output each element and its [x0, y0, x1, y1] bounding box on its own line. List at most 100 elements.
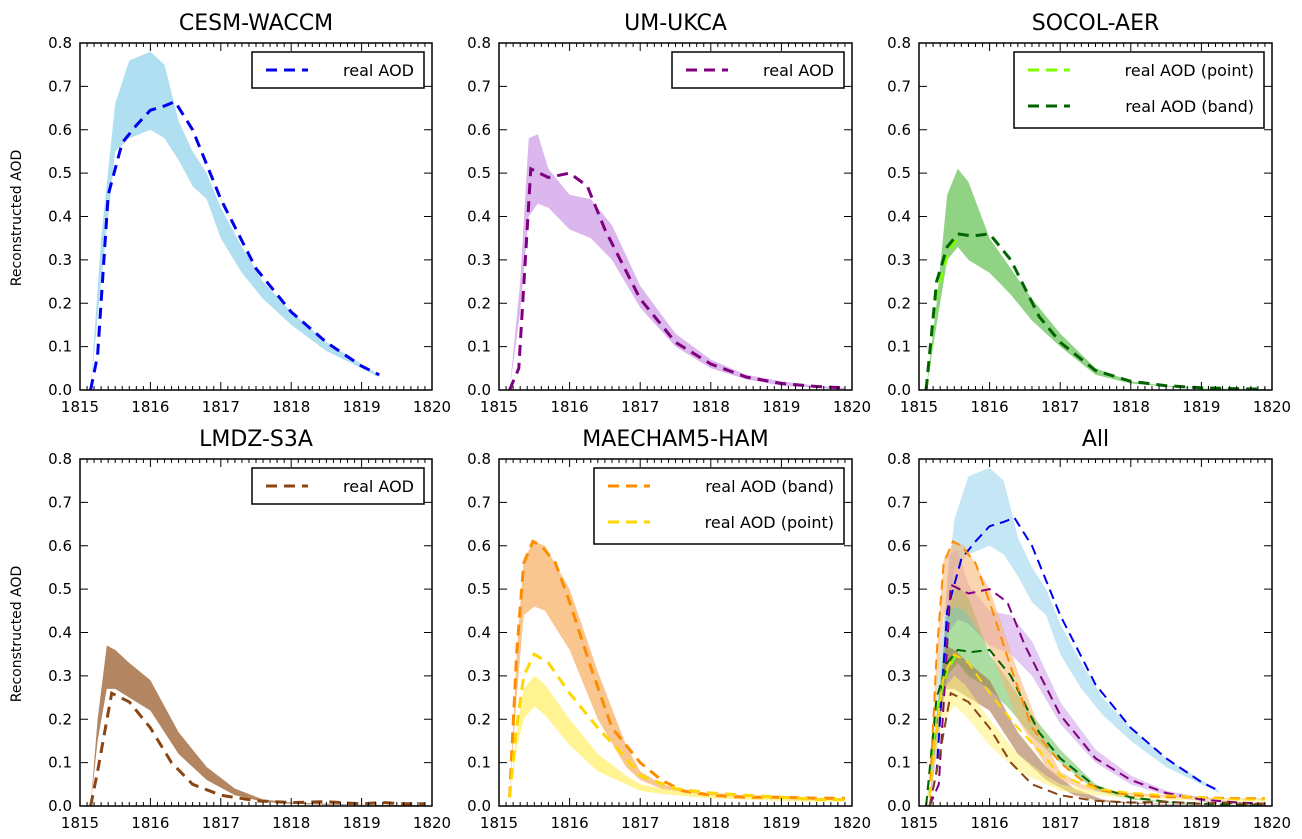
y-tick-label: 0.1 — [48, 338, 72, 356]
y-tick-label: 0.8 — [887, 450, 911, 468]
legend-label: real AOD (point) — [1125, 61, 1254, 80]
panel-1: UM-UKCA 1815 1816 1817 1818 1819 1820 0.0 0.1 0.2… — [467, 11, 871, 416]
x-tick-label: 1816 — [131, 398, 169, 416]
y-tick-label: 0.1 — [467, 754, 491, 772]
y-tick-label: 0.7 — [887, 493, 911, 511]
x-tick-label: 1820 — [1253, 814, 1291, 832]
x-tick-label: 1816 — [971, 814, 1009, 832]
y-tick-label: 0.8 — [48, 450, 72, 468]
legend-box — [671, 51, 845, 89]
series-line — [508, 652, 845, 801]
x-tick-label: 1817 — [621, 398, 659, 416]
y-tick-label: 0.1 — [887, 338, 911, 356]
x-tick-label: 1815 — [480, 814, 518, 832]
y-tick-label: 0.8 — [467, 450, 491, 468]
y-tick-label: 0.2 — [467, 710, 491, 728]
y-tick-label: 0.0 — [48, 381, 72, 399]
uncertainty-band — [929, 541, 1265, 800]
panel-title: CESM-WACCM — [179, 11, 333, 36]
y-tick-label: 0.6 — [887, 537, 911, 555]
y-tick-label: 0.1 — [48, 754, 72, 772]
x-tick-label: 1818 — [692, 398, 730, 416]
y-tick-label: 0.0 — [887, 797, 911, 815]
series-line — [924, 232, 1265, 390]
y-tick-label: 0.8 — [467, 34, 491, 52]
x-tick-label: 1820 — [413, 398, 451, 416]
legend-box — [1013, 51, 1265, 129]
y-tick-label: 0.3 — [887, 251, 911, 269]
plot-area — [508, 539, 845, 802]
y-tick-label: 0.8 — [48, 34, 72, 52]
y-tick-label: 0.2 — [48, 294, 72, 312]
panel-title: All — [1082, 427, 1109, 452]
x-tick-label: 1815 — [900, 814, 938, 832]
y-tick-label: 0.6 — [887, 121, 911, 139]
uncertainty-band — [929, 645, 1265, 806]
legend-label: real AOD — [343, 61, 414, 80]
y-tick-label: 0.7 — [467, 493, 491, 511]
legend: real AOD (band) real AOD (point) — [593, 467, 845, 545]
uncertainty-band — [509, 675, 845, 802]
y-tick-label: 0.7 — [467, 77, 491, 95]
x-tick-label: 1820 — [833, 398, 871, 416]
panel-3: LMDZ-S3A 1815 1816 1817 1818 1819 1820 0.0 0.1 0.… — [48, 427, 451, 832]
y-tick-label: 0.6 — [48, 121, 72, 139]
y-tick-label: 0.3 — [48, 251, 72, 269]
plot-area — [925, 467, 1265, 806]
legend-box — [251, 51, 425, 89]
y-tick-label: 0.0 — [48, 797, 72, 815]
axes-frame — [79, 458, 433, 807]
y-tick-label: 0.7 — [48, 493, 72, 511]
y-tick-label: 0.1 — [467, 338, 491, 356]
series-line — [925, 648, 1265, 806]
y-tick-label: 0.6 — [467, 537, 491, 555]
legend: real AOD — [251, 467, 425, 505]
y-tick-label: 0.2 — [887, 294, 911, 312]
x-tick-label: 1820 — [1253, 398, 1291, 416]
series-line — [928, 583, 1265, 806]
y-tick-label: 0.3 — [467, 251, 491, 269]
x-tick-label: 1815 — [480, 398, 518, 416]
legend-box — [251, 467, 425, 505]
uncertainty-band — [90, 645, 425, 806]
y-tick-label: 0.4 — [467, 624, 491, 642]
x-tick-label: 1818 — [1112, 398, 1150, 416]
uncertainty-band — [90, 51, 380, 390]
x-tick-label: 1816 — [551, 398, 589, 416]
x-tick-label: 1819 — [1182, 814, 1220, 832]
panel-title: SOCOL-AER — [1032, 11, 1160, 36]
series-line — [925, 649, 963, 806]
x-tick-label: 1818 — [272, 814, 310, 832]
plot-area — [89, 645, 425, 806]
series-line — [928, 652, 1265, 801]
x-tick-label: 1819 — [343, 398, 381, 416]
x-tick-label: 1817 — [1041, 814, 1079, 832]
x-tick-label: 1819 — [762, 398, 800, 416]
plot-area — [508, 134, 845, 390]
y-tick-label: 0.7 — [48, 77, 72, 95]
y-tick-label: 0.0 — [467, 797, 491, 815]
y-tick-label: 0.3 — [48, 667, 72, 685]
legend-label: real AOD — [343, 477, 414, 496]
legend: real AOD — [251, 51, 425, 89]
y-tick-label: 0.4 — [48, 208, 72, 226]
x-tick-label: 1818 — [1112, 814, 1150, 832]
x-tick-label: 1816 — [131, 814, 169, 832]
panel-4: MAECHAM5-HAM 1815 1816 1817 1818 1819 1820 0.0 0… — [467, 427, 871, 832]
y-tick-label: 0.5 — [48, 164, 72, 182]
x-tick-label: 1820 — [413, 814, 451, 832]
y-tick-label: 0.4 — [887, 624, 911, 642]
panel-0: CESM-WACCM 1815 1816 1817 1818 1819 1820 0.0 0.1… — [48, 11, 451, 416]
y-tick-label: 0.5 — [48, 580, 72, 598]
uncertainty-band — [509, 541, 845, 800]
x-tick-label: 1816 — [971, 398, 1009, 416]
panel-5: All 1815 1816 1817 1818 1819 1820 0.0 0.1 0.2 0.3 0… — [887, 427, 1291, 832]
y-tick-label: 0.0 — [887, 381, 911, 399]
y-tick-label: 0.0 — [467, 381, 491, 399]
panel-title: MAECHAM5-HAM — [582, 427, 768, 452]
x-tick-label: 1817 — [202, 814, 240, 832]
y-tick-label: 0.3 — [467, 667, 491, 685]
series-line — [508, 539, 845, 800]
x-tick-label: 1816 — [551, 814, 589, 832]
